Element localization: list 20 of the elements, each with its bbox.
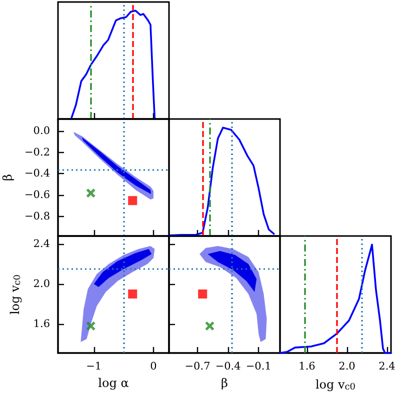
x-tick-label: 2.4 [378, 360, 396, 372]
y-axis-title: β [0, 174, 15, 181]
y-tick-label: 2.0 [33, 278, 50, 290]
y-tick-label: 0.0 [33, 124, 50, 137]
x-tick-label: −0.7 [184, 360, 210, 372]
x-tick-label: −0.1 [246, 360, 272, 372]
y-tick-label: −0.4 [24, 168, 50, 180]
x-tick-label: 1.6 [298, 360, 316, 372]
x-tick-label: 0 [150, 360, 157, 372]
y-axis-title: log vc0 [8, 274, 23, 315]
y-tick-label: 2.4 [33, 238, 50, 250]
y-tick-label: −0.8 [24, 210, 50, 223]
y-tick-label: −0.6 [24, 189, 50, 202]
x-tick-label: −1 [86, 360, 102, 372]
x-tick-label: 2.0 [338, 360, 356, 372]
y-tick-label: −0.2 [24, 146, 50, 158]
x-axis-title: log α [98, 376, 129, 390]
y-tick-label: 1.6 [33, 318, 50, 330]
x-axis-title: β [221, 376, 228, 390]
x-tick-label: −0.4 [215, 360, 242, 372]
